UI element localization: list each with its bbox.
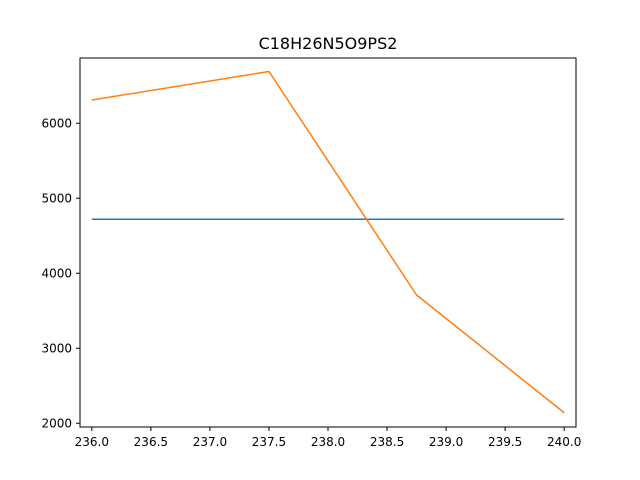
axis-layer: 236.0 236.5 237.0 237.5 238.0 238.5 239.0 239.5… <box>41 116 581 449</box>
plot-area <box>80 58 576 427</box>
series-line-2 <box>91 70 565 414</box>
x-tick-label: 239.5 <box>488 435 522 449</box>
x-tick-label: 236.0 <box>75 435 109 449</box>
x-tick-label: 238.0 <box>311 435 345 449</box>
chart-title: C18H26N5O9PS2 <box>259 34 398 53</box>
series-layer <box>91 70 565 414</box>
plot-frame <box>79 57 577 428</box>
x-tick-label: 237.5 <box>252 435 286 449</box>
y-tick-label: 3000 <box>41 341 72 355</box>
x-tick-label: 237.0 <box>193 435 227 449</box>
x-tick-label: 239.0 <box>429 435 463 449</box>
y-tick-label: 2000 <box>41 416 72 430</box>
x-tick-label: 236.5 <box>134 435 168 449</box>
y-tick-label: 5000 <box>41 191 72 205</box>
y-tick-label: 6000 <box>41 116 72 130</box>
y-tick-label: 4000 <box>41 266 72 280</box>
x-tick-label: 238.5 <box>370 435 404 449</box>
x-tick-label: 240.0 <box>547 435 581 449</box>
